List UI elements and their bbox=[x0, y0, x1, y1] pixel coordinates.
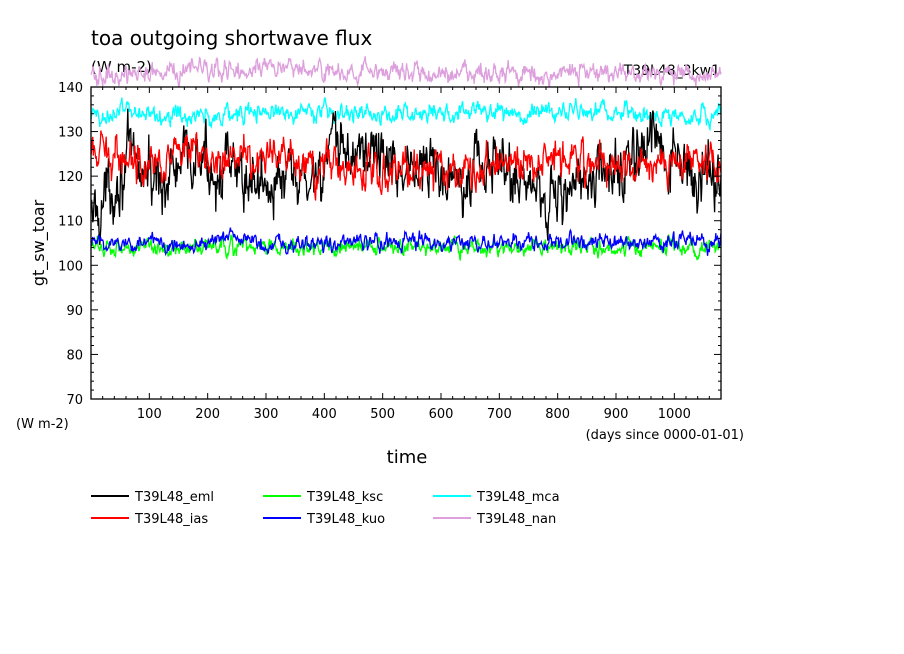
x-axis-unit: (days since 0000-01-01) bbox=[586, 428, 744, 443]
legend: T39L48_eml T39L48_ias T39L48_ksc T39L48_kuo… bbox=[91, 490, 560, 527]
series-line-t39l48-nan bbox=[90, 56, 722, 88]
x-tick-label: 100 bbox=[137, 407, 162, 422]
y-tick-label: 120 bbox=[58, 170, 83, 185]
y-axis-unit: (W m-2) bbox=[16, 417, 69, 432]
x-tick-label: 600 bbox=[429, 407, 454, 422]
legend-label: T39L48_eml bbox=[134, 490, 214, 505]
series-line-t39l48-mca bbox=[90, 97, 722, 132]
series-line-t39l48-ias bbox=[90, 130, 722, 201]
y-tick-label: 90 bbox=[66, 304, 83, 319]
legend-label: T39L48_ksc bbox=[306, 490, 383, 505]
x-tick-label: 700 bbox=[487, 407, 512, 422]
x-tick-label: 800 bbox=[545, 407, 570, 422]
series-line-t39l48-eml bbox=[90, 108, 722, 246]
series-line-t39l48-kuo bbox=[90, 227, 722, 257]
y-axis-label: gt_sw_toar bbox=[29, 199, 49, 286]
y-tick-label: 110 bbox=[58, 215, 83, 230]
y-tick-label: 140 bbox=[58, 81, 83, 96]
x-tick-label: 1000 bbox=[658, 407, 691, 422]
y-tick-label: 70 bbox=[66, 393, 83, 408]
legend-label: T39L48_nan bbox=[476, 512, 556, 527]
x-tick-label: 300 bbox=[254, 407, 279, 422]
plot-area bbox=[90, 56, 722, 261]
x-tick-label: 500 bbox=[370, 407, 395, 422]
x-tick-label: 900 bbox=[604, 407, 629, 422]
x-axis: 100 200 300 400 500 600 700 800 900 1000 bbox=[102, 87, 722, 422]
y-axis: 70 80 90 100 110 120 130 140 bbox=[58, 81, 721, 408]
x-tick-label: 200 bbox=[195, 407, 220, 422]
chart-title: toa outgoing shortwave flux bbox=[91, 26, 372, 50]
legend-label: T39L48_ias bbox=[134, 512, 208, 527]
y-tick-label: 80 bbox=[66, 348, 83, 363]
legend-label: T39L48_kuo bbox=[306, 512, 385, 527]
y-tick-label: 130 bbox=[58, 126, 83, 141]
x-tick-label: 400 bbox=[312, 407, 337, 422]
y-tick-label: 100 bbox=[58, 259, 83, 274]
x-axis-label: time bbox=[387, 447, 428, 468]
legend-label: T39L48_mca bbox=[476, 490, 560, 505]
